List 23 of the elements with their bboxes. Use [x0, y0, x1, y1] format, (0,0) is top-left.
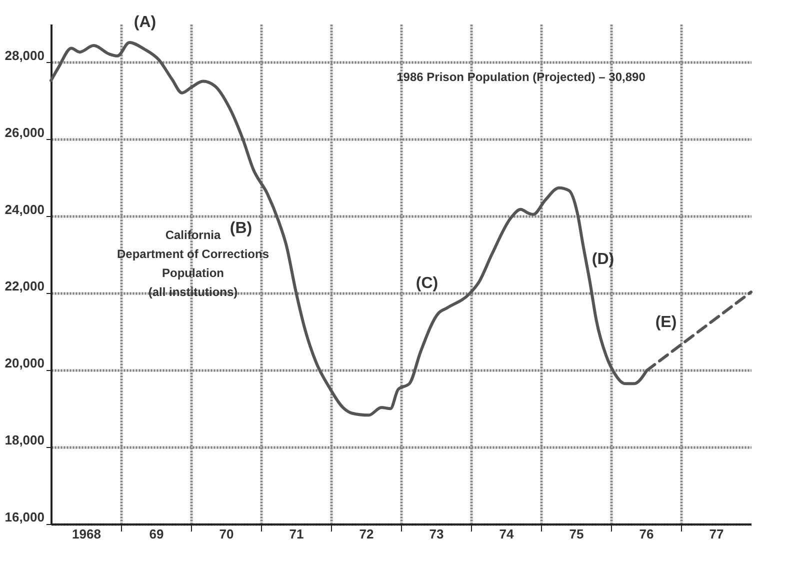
- y-tick-label: 26,000: [4, 124, 44, 140]
- x-tick-label: 70: [219, 526, 234, 542]
- y-tick-label: 22,000: [4, 278, 44, 294]
- y-tick-label: 18,000: [4, 432, 44, 448]
- x-tick-label: 75: [569, 526, 584, 542]
- y-tick-label: 24,000: [4, 202, 44, 217]
- x-tick-label: 71: [289, 526, 304, 542]
- y-tick-label: 28,000: [4, 48, 44, 63]
- annotation: 1986 Prison Population (Projected) – 30,890: [396, 70, 646, 84]
- annotation: (E): [655, 314, 677, 331]
- annotation: (C): [416, 275, 438, 292]
- annotation: (A): [134, 14, 156, 31]
- x-tick-label: 77: [709, 526, 724, 542]
- x-tick-label: 74: [499, 526, 514, 542]
- x-tick-label: 76: [639, 526, 654, 542]
- y-tick-label: 16,000: [4, 510, 44, 524]
- x-tick-label: 1968: [72, 526, 101, 542]
- y-tick-label: 20,000: [4, 356, 44, 371]
- annotation: (B): [230, 220, 252, 237]
- annotation: (D): [592, 251, 614, 268]
- x-tick-label: 69: [149, 526, 164, 542]
- x-tick-label: 72: [359, 526, 374, 542]
- x-tick-label: 73: [429, 526, 444, 542]
